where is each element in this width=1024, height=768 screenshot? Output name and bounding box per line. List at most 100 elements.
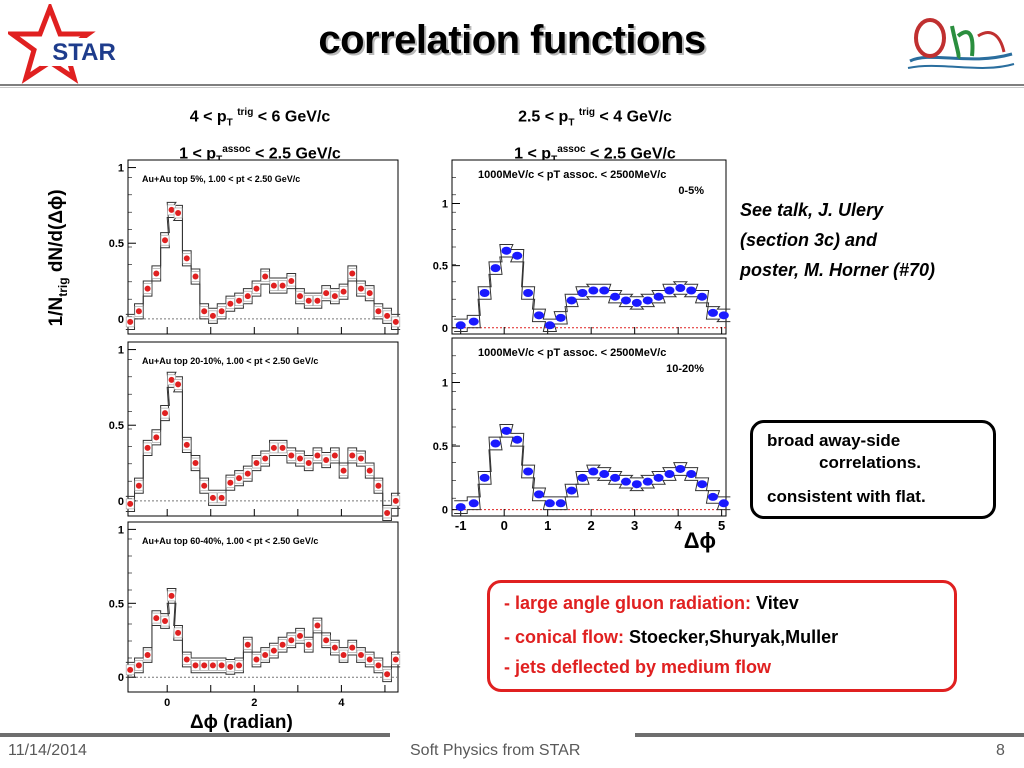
x-tick-label: 4 [338,697,345,709]
y-tick-label: 1 [118,345,124,357]
data-point [544,321,555,330]
panel-label: 1000MeV/c < pT assoc. < 2500MeV/c [478,169,666,181]
data-point [392,497,399,504]
data-point [544,499,555,508]
footer-date: 11/14/2014 [8,742,87,759]
y-tick-label: 0 [442,505,448,517]
data-point [183,255,190,262]
x-tick-label: 4 [675,518,683,533]
panel-frame [127,159,399,335]
data-point [135,308,142,315]
data-point [201,482,208,489]
data-point [479,473,490,482]
systematic-lower [454,436,731,514]
data-point [279,282,286,289]
systematic-upper [454,423,731,502]
data-point [384,509,391,516]
data-point [610,473,621,482]
data-point [270,282,277,289]
data-point [375,308,382,315]
y-tick-label: 0 [118,314,124,326]
systematic-upper [454,244,731,320]
data-point [236,297,243,304]
data-point [331,452,338,459]
data-point [253,460,260,467]
x-tick-label: 5 [718,518,725,533]
footer-rule-left [0,733,130,737]
data-point [555,499,566,508]
data-point [270,647,277,654]
data-point [297,632,304,639]
panel-frame [451,337,727,517]
data-point [468,499,479,508]
data-point [279,641,286,648]
header-rule [0,84,1024,86]
systematic-lower [125,216,401,330]
x-tick-label: 2 [251,697,257,709]
data-point [297,455,304,462]
data-point [631,480,642,489]
data-point [331,293,338,300]
header-rule-light [0,87,1024,88]
data-point [392,656,399,663]
y-tick-label: 1 [118,163,124,175]
y-tick-label: 1 [442,378,448,390]
panel-right-1: 0 0.5 1 1000MeV/c < pT assoc. < 2500MeV/c 0-… [433,159,731,335]
data-point [168,376,175,383]
data-point [490,264,501,273]
star-logo-text: STAR [52,39,116,66]
y-tick-label: 0 [442,323,448,335]
y-tick-label: 0.5 [433,261,448,273]
data-point [588,467,599,476]
data-point [323,637,330,644]
data-point [468,317,479,326]
data-point [349,452,356,459]
data-point [305,297,312,304]
data-point [209,494,216,501]
data-point [288,637,295,644]
panel-label: Au+Au top 60-40%, 1.00 < pt < 2.50 GeV/c [142,536,318,546]
data-point [566,296,577,305]
slide-title: correlation functions [318,18,706,62]
data-point [664,286,675,295]
data-point [523,288,534,297]
data-point [375,662,382,669]
data-point [183,656,190,663]
systematic-lower [125,602,401,683]
panel-left-1: 0 0.5 1 Au+Au top 5%, 1.00 < pt < 2.50 GeV/… [109,159,401,335]
x-tick-label: 1 [544,518,551,533]
data-point [620,477,631,486]
data-point [323,457,330,464]
data-point [718,499,729,508]
data-point [512,251,523,260]
data-point [153,270,160,277]
data-point [153,434,160,441]
data-point [707,492,718,501]
data-point [168,206,175,213]
data-point [236,475,243,482]
data-point [664,470,675,479]
data-point [162,410,169,417]
data-point [192,273,199,280]
data-point [314,297,321,304]
data-point [175,629,182,636]
data-point [127,318,134,325]
data-point [144,444,151,451]
panel-frame [127,341,399,517]
data-point [162,237,169,244]
data-point [501,246,512,255]
data-point [253,656,260,663]
panel-label: 1000MeV/c < pT assoc. < 2500MeV/c [478,347,666,359]
data-point [375,482,382,489]
data-point [455,503,466,512]
data-point [533,311,544,320]
data-point [642,477,653,486]
systematic-upper [125,588,401,668]
data-point [697,292,708,301]
footer-rule-mid [130,733,390,737]
data-point [270,444,277,451]
data-point [192,662,199,669]
data-point [135,482,142,489]
panel-sublabel: 10-20% [666,363,704,375]
